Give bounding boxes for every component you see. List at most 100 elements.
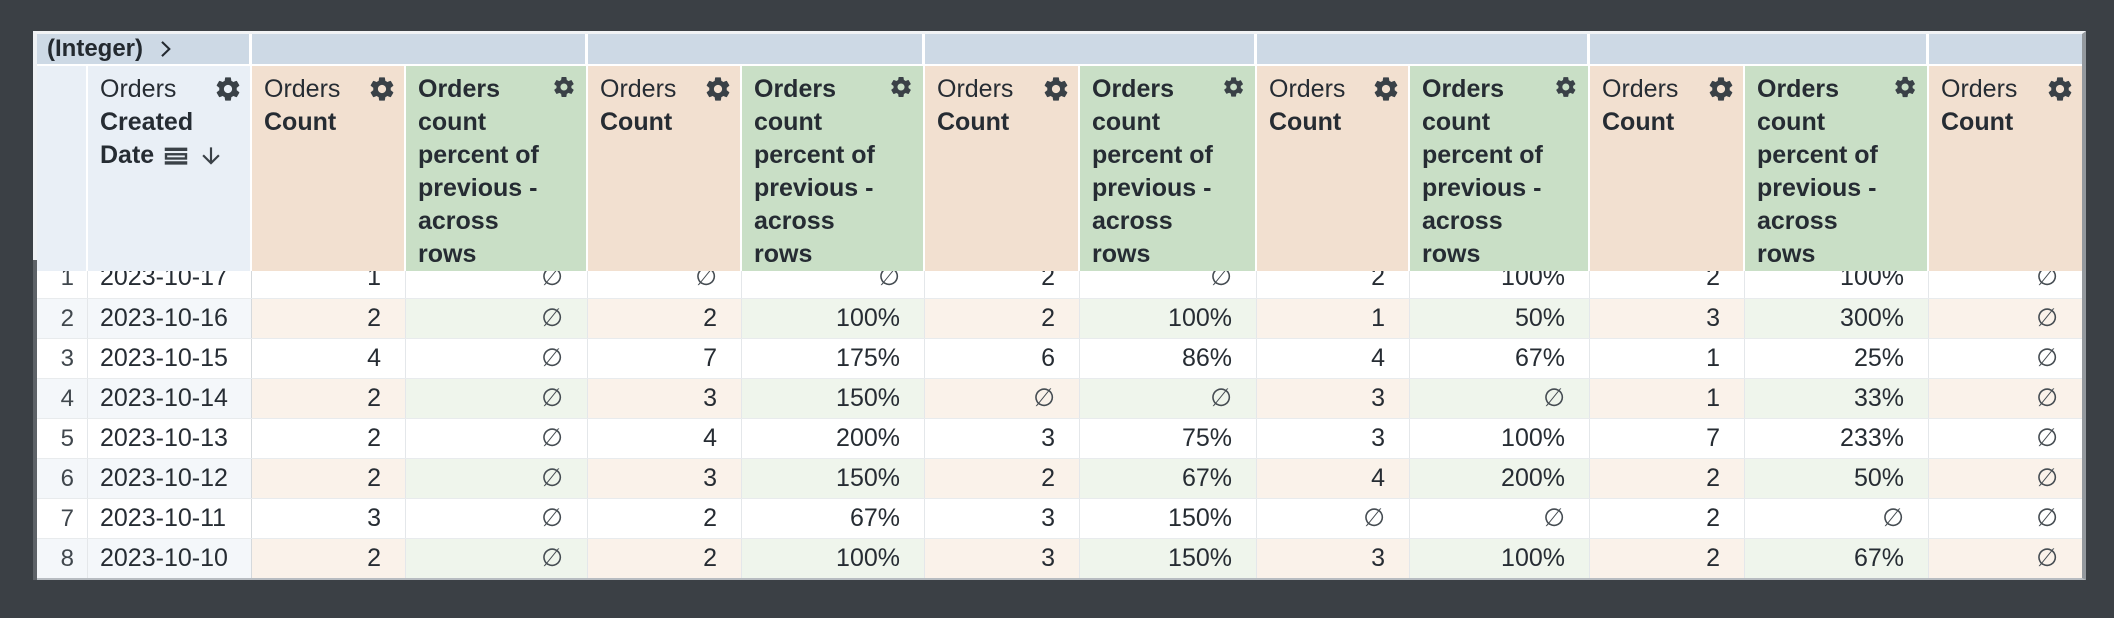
- chevron-right-icon[interactable]: [152, 36, 178, 62]
- gear-icon[interactable]: [1372, 75, 1400, 103]
- data-cell[interactable]: ∅: [1080, 379, 1257, 418]
- data-cell[interactable]: ∅: [1929, 419, 2082, 458]
- data-cell[interactable]: ∅: [1257, 499, 1410, 538]
- gear-icon[interactable]: [2046, 75, 2074, 103]
- gear-icon[interactable]: [368, 75, 396, 103]
- data-cell[interactable]: 150%: [1080, 539, 1257, 578]
- data-cell[interactable]: 233%: [1745, 419, 1929, 458]
- data-cell[interactable]: ∅: [406, 419, 588, 458]
- data-cell[interactable]: ∅: [1929, 539, 2082, 578]
- data-cell[interactable]: 2: [588, 499, 742, 538]
- data-cell[interactable]: 3: [925, 539, 1080, 578]
- data-cell[interactable]: 4: [1257, 459, 1410, 498]
- data-cell[interactable]: ∅: [406, 379, 588, 418]
- data-cell[interactable]: 150%: [742, 459, 925, 498]
- data-cell[interactable]: ∅: [1410, 499, 1590, 538]
- column-header-orders-count[interactable]: Orders Count: [925, 66, 1080, 271]
- column-header-orders-count-percent-of-previous[interactable]: Orders count percent of previous - across ro…: [406, 66, 588, 271]
- data-cell[interactable]: 100%: [1410, 539, 1590, 578]
- gear-icon[interactable]: [1222, 73, 1245, 101]
- data-cell[interactable]: 200%: [1410, 459, 1590, 498]
- date-cell[interactable]: 2023-10-16: [88, 299, 252, 338]
- data-cell[interactable]: 150%: [1080, 499, 1257, 538]
- data-cell[interactable]: 2: [1590, 539, 1745, 578]
- data-cell[interactable]: 1: [1257, 299, 1410, 338]
- date-cell[interactable]: 2023-10-12: [88, 459, 252, 498]
- column-header-orders-count-percent-of-previous[interactable]: Orders count percent of previous - across ro…: [1410, 66, 1590, 271]
- data-cell[interactable]: ∅: [406, 499, 588, 538]
- data-cell[interactable]: 3: [1257, 539, 1410, 578]
- data-cell[interactable]: 100%: [742, 299, 925, 338]
- sort-desc-arrow-icon[interactable]: [198, 143, 224, 169]
- date-cell[interactable]: 2023-10-10: [88, 539, 252, 578]
- column-header-orders-count-percent-of-previous[interactable]: Orders count percent of previous - across ro…: [742, 66, 925, 271]
- data-cell[interactable]: 75%: [1080, 419, 1257, 458]
- column-header-orders-count[interactable]: Orders Count: [1257, 66, 1410, 271]
- data-cell[interactable]: 100%: [1080, 299, 1257, 338]
- data-cell[interactable]: 200%: [742, 419, 925, 458]
- gear-icon[interactable]: [1042, 75, 1070, 103]
- data-cell[interactable]: 2: [1590, 499, 1745, 538]
- column-header-orders-count-percent-of-previous[interactable]: Orders count percent of previous - across ro…: [1745, 66, 1929, 271]
- data-cell[interactable]: 4: [1257, 339, 1410, 378]
- pivot-field-cell[interactable]: (Integer): [37, 34, 252, 64]
- data-cell[interactable]: ∅: [406, 299, 588, 338]
- data-cell[interactable]: 3: [588, 459, 742, 498]
- data-cell[interactable]: 33%: [1745, 379, 1929, 418]
- data-cell[interactable]: 86%: [1080, 339, 1257, 378]
- data-cell[interactable]: 50%: [1410, 299, 1590, 338]
- data-cell[interactable]: ∅: [406, 539, 588, 578]
- data-cell[interactable]: 2: [252, 419, 406, 458]
- data-cell[interactable]: 100%: [742, 539, 925, 578]
- data-cell[interactable]: 2: [252, 459, 406, 498]
- date-cell[interactable]: 2023-10-14: [88, 379, 252, 418]
- data-cell[interactable]: ∅: [1929, 339, 2082, 378]
- data-cell[interactable]: 3: [1257, 419, 1410, 458]
- column-header-orders-count[interactable]: Orders Count: [252, 66, 406, 271]
- data-cell[interactable]: 67%: [1410, 339, 1590, 378]
- data-cell[interactable]: 2: [925, 299, 1080, 338]
- data-cell[interactable]: 2: [252, 299, 406, 338]
- gear-icon[interactable]: [1707, 75, 1735, 103]
- data-cell[interactable]: ∅: [406, 459, 588, 498]
- gear-icon[interactable]: [704, 75, 732, 103]
- data-cell[interactable]: 2: [925, 459, 1080, 498]
- data-cell[interactable]: 7: [588, 339, 742, 378]
- data-cell[interactable]: 3: [252, 499, 406, 538]
- data-cell[interactable]: 1: [1590, 339, 1745, 378]
- data-cell[interactable]: 7: [1590, 419, 1745, 458]
- data-cell[interactable]: 3: [925, 499, 1080, 538]
- data-cell[interactable]: 50%: [1745, 459, 1929, 498]
- data-cell[interactable]: 25%: [1745, 339, 1929, 378]
- data-cell[interactable]: 3: [588, 379, 742, 418]
- data-cell[interactable]: 150%: [742, 379, 925, 418]
- date-cell[interactable]: 2023-10-13: [88, 419, 252, 458]
- data-cell[interactable]: 175%: [742, 339, 925, 378]
- data-cell[interactable]: ∅: [1929, 379, 2082, 418]
- data-cell[interactable]: 3: [1590, 299, 1745, 338]
- data-cell[interactable]: 3: [925, 419, 1080, 458]
- data-cell[interactable]: ∅: [925, 379, 1080, 418]
- data-cell[interactable]: 2: [588, 539, 742, 578]
- data-cell[interactable]: 2: [252, 539, 406, 578]
- data-cell[interactable]: ∅: [1410, 379, 1590, 418]
- data-cell[interactable]: ∅: [1745, 499, 1929, 538]
- data-cell[interactable]: ∅: [1929, 499, 2082, 538]
- column-header-orders-count[interactable]: Orders Count: [1929, 66, 2082, 271]
- data-cell[interactable]: 1: [1590, 379, 1745, 418]
- column-header-orders-created-date[interactable]: Orders Created Date: [88, 66, 252, 271]
- data-cell[interactable]: 300%: [1745, 299, 1929, 338]
- column-header-orders-count[interactable]: Orders Count: [588, 66, 742, 271]
- data-cell[interactable]: 67%: [1745, 539, 1929, 578]
- column-header-orders-count-percent-of-previous[interactable]: Orders count percent of previous - across ro…: [1080, 66, 1257, 271]
- column-header-orders-count[interactable]: Orders Count: [1590, 66, 1745, 271]
- data-cell[interactable]: ∅: [1929, 459, 2082, 498]
- data-cell[interactable]: 100%: [1410, 419, 1590, 458]
- data-cell[interactable]: 2: [1590, 459, 1745, 498]
- gear-icon[interactable]: [889, 73, 913, 101]
- data-cell[interactable]: 4: [588, 419, 742, 458]
- data-cell[interactable]: 2: [252, 379, 406, 418]
- data-cell[interactable]: 6: [925, 339, 1080, 378]
- data-cell[interactable]: 3: [1257, 379, 1410, 418]
- gear-icon[interactable]: [214, 75, 242, 103]
